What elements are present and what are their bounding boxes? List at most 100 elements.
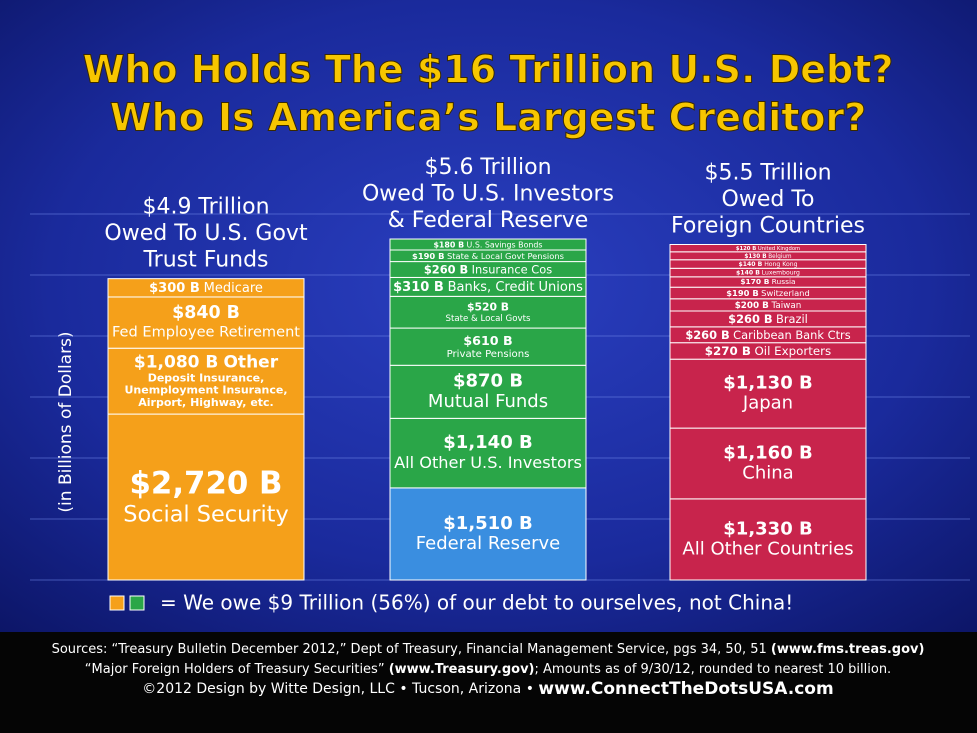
segment-label: $2,720 B — [129, 465, 282, 501]
label-part: $1,330 B — [723, 518, 812, 539]
label-part: Social Security — [123, 501, 288, 527]
label-part: $1,160 B — [723, 442, 812, 463]
label-part: U.S. Savings Bonds — [467, 240, 543, 249]
column-title: $5.5 Trillion — [704, 161, 831, 186]
label-part: Banks, Credit Unions — [448, 279, 583, 294]
segment — [389, 417, 587, 489]
segment — [669, 498, 867, 581]
label-part: Luxembourg — [762, 270, 800, 277]
label-part: $520 B — [467, 300, 509, 313]
segment — [389, 487, 587, 581]
legend-swatch — [129, 595, 145, 611]
footer-part: (www.fms.treas.gov) — [771, 642, 925, 657]
label-part: All Other U.S. Investors — [394, 453, 582, 472]
label-part: $260 B — [424, 262, 468, 276]
label-part: Mutual Funds — [428, 391, 548, 412]
column-title: Owed To — [722, 187, 815, 212]
label-part: Belgium — [768, 253, 792, 259]
label-part: Taiwan — [770, 300, 801, 310]
label-part: $300 B — [149, 280, 200, 295]
segment — [389, 238, 587, 251]
segment — [669, 244, 867, 253]
label-part: Medicare — [204, 280, 263, 295]
segment-label: $1,130 B — [723, 373, 812, 394]
label-part: United Kingdom — [758, 246, 800, 252]
label-part: $870 B — [453, 371, 523, 392]
column-title: $4.9 Trillion — [142, 195, 269, 220]
segment-label: $140 B Luxembourg — [736, 270, 800, 277]
segment-label: $610 B — [463, 333, 512, 348]
segment-label: Unemployment Insurance, — [124, 384, 287, 397]
footer-background — [0, 632, 977, 733]
segment-label: All Other Countries — [682, 539, 853, 560]
label-part: Airport, Highway, etc. — [138, 396, 274, 409]
footer-line: ©2012 Design by Witte Design, LLC • Tucs… — [142, 679, 833, 699]
segment-label: $260 B Caribbean Bank Ctrs — [685, 327, 850, 341]
footer-part: (www.Treasury.gov) — [389, 662, 535, 677]
column-title: Foreign Countries — [671, 214, 865, 239]
label-part: $1,510 B — [443, 513, 532, 534]
title-line: Who Holds The $16 Trillion U.S. Debt? — [83, 48, 894, 92]
segment-label: Social Security — [123, 501, 288, 527]
segment-label: $260 B Insurance Cos — [424, 262, 552, 276]
label-part: Oil Exporters — [754, 343, 831, 357]
segment-label: $170 B Russia — [740, 277, 795, 286]
column-title: Owed To U.S. Govt — [104, 221, 308, 246]
segment-label: State & Local Govts — [446, 314, 531, 324]
label-part: Caribbean Bank Ctrs — [733, 327, 851, 341]
segment — [107, 278, 305, 298]
label-part: Brazil — [776, 311, 808, 325]
label-part: Hong Kong — [764, 261, 797, 268]
footer-line: “Major Foreign Holders of Treasury Secur… — [85, 662, 891, 677]
segment-label: China — [742, 463, 793, 484]
segment-label: $120 B United Kingdom — [736, 246, 800, 252]
segment-label: Fed Employee Retirement — [112, 323, 300, 340]
footer-part: www.ConnectTheDotsUSA.com — [538, 679, 833, 699]
label-part: $140 B — [736, 270, 760, 277]
label-part: Switzerland — [761, 287, 810, 297]
segment-label: $1,510 B — [443, 513, 532, 534]
segment-label: $870 B — [453, 371, 523, 392]
label-part: Deposit Insurance, — [148, 371, 265, 384]
label-part: $1,080 B — [134, 353, 218, 373]
label-part: China — [742, 463, 793, 484]
footer-part: Sources: “Treasury Bulletin December 201… — [52, 642, 771, 657]
label-part: State & Local Govts — [446, 314, 531, 324]
segment-label: $310 B Banks, Credit Unions — [393, 279, 583, 294]
bars — [107, 238, 867, 581]
segment-label: $140 B Hong Kong — [738, 261, 797, 268]
footer-part: ; Amounts as of 9/30/12, rounded to near… — [535, 662, 892, 677]
segment — [389, 295, 587, 329]
label-part: $310 B — [393, 279, 444, 294]
segment — [389, 364, 587, 419]
segment-label: $300 B Medicare — [149, 280, 263, 295]
label-part: $1,130 B — [723, 373, 812, 394]
label-part: $260 B — [685, 327, 729, 341]
label-part: $140 B — [738, 261, 762, 268]
segment-label: $180 B U.S. Savings Bonds — [433, 240, 542, 249]
label-part: Federal Reserve — [416, 533, 560, 554]
footer-part: “Major Foreign Holders of Treasury Secur… — [85, 662, 389, 677]
label-part: $120 B — [736, 246, 757, 252]
label-part: $180 B — [433, 240, 464, 249]
label-part: Insurance Cos — [472, 262, 553, 276]
label-part: All Other Countries — [682, 539, 853, 560]
label-part: $1,140 B — [443, 432, 532, 453]
segment-label: Private Pensions — [447, 349, 530, 360]
segment-label: $840 B — [172, 303, 240, 323]
title-line: Who Is America’s Largest Creditor? — [110, 96, 867, 140]
legend-swatch — [109, 595, 125, 611]
segment-label: Federal Reserve — [416, 533, 560, 554]
segment-label: $1,160 B — [723, 442, 812, 463]
label-part: $840 B — [172, 303, 240, 323]
column-title: Trust Funds — [142, 248, 268, 273]
footer: Sources: “Treasury Bulletin December 201… — [52, 642, 925, 700]
label-part: State & Local Govt Pensions — [447, 250, 564, 260]
segment-label: $1,140 B — [443, 432, 532, 453]
segment-label: Japan — [742, 393, 793, 414]
label-part: Russia — [772, 277, 796, 286]
label-part: Fed Employee Retirement — [112, 323, 300, 340]
label-part: $170 B — [740, 277, 769, 286]
